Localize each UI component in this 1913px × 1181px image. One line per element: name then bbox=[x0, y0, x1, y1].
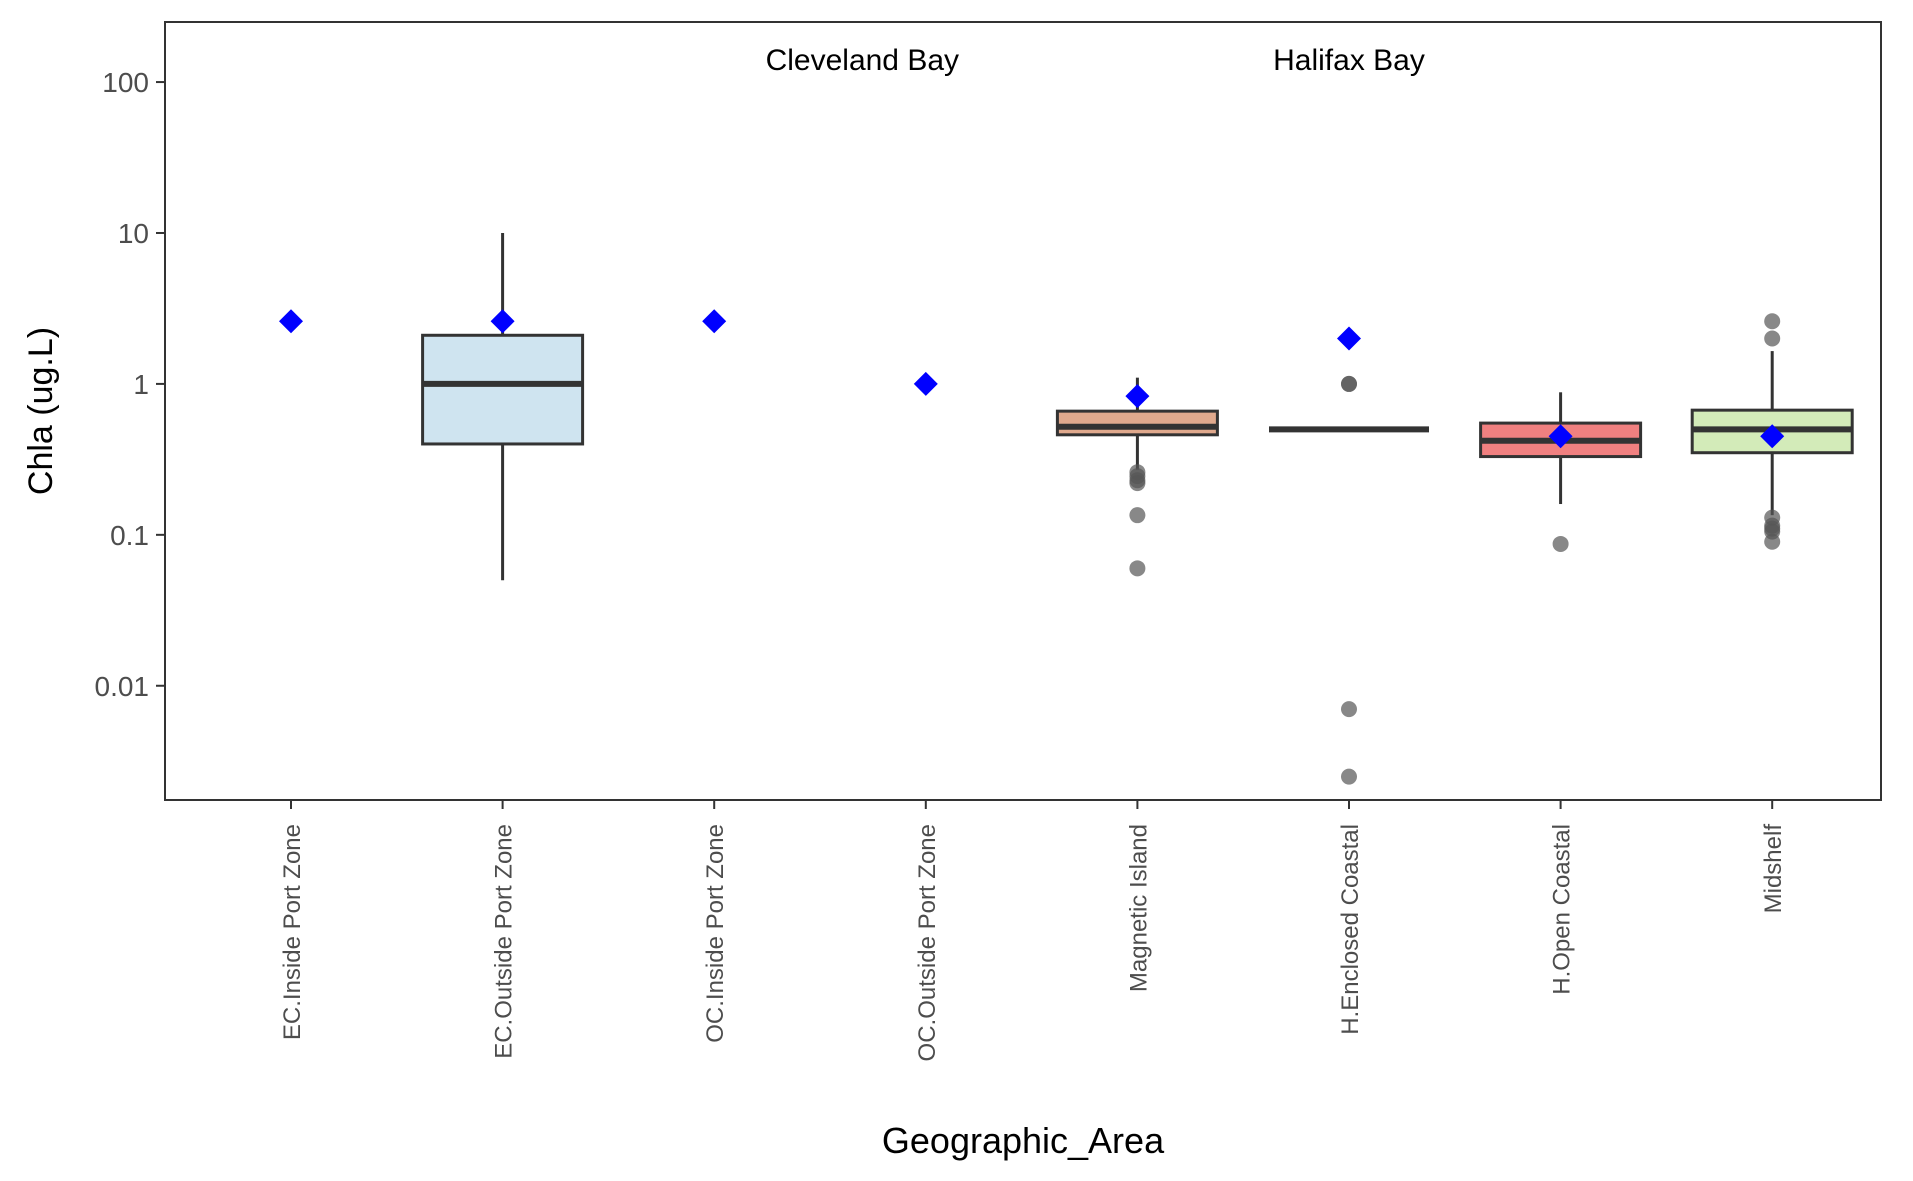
outlier-point bbox=[1129, 475, 1146, 492]
mean-marker bbox=[1125, 384, 1150, 409]
x-tick-label: EC.Inside Port Zone bbox=[279, 824, 306, 1040]
box bbox=[1055, 409, 1219, 437]
y-tick-label: 10 bbox=[118, 218, 149, 249]
mean-marker bbox=[1548, 424, 1573, 449]
box-group bbox=[1479, 392, 1643, 552]
box-group bbox=[913, 371, 938, 396]
x-tick-label: H.Enclosed Coastal bbox=[1337, 824, 1364, 1035]
box-group bbox=[421, 232, 585, 581]
x-tick-label: OC.Outside Port Zone bbox=[914, 824, 941, 1061]
y-tick-label: 1 bbox=[133, 369, 149, 400]
annotation-label: Cleveland Bay bbox=[766, 44, 959, 77]
annotations: Cleveland Bay Halifax Bay bbox=[766, 44, 1425, 77]
x-tick-label: Magnetic Island bbox=[1125, 824, 1152, 992]
outlier-point bbox=[1552, 535, 1569, 552]
box-group bbox=[1269, 326, 1429, 785]
y-axis: 100 10 1 0.1 0.01 bbox=[95, 67, 165, 702]
annotation-label: Halifax Bay bbox=[1273, 44, 1425, 77]
outlier-point bbox=[1341, 701, 1357, 718]
box bbox=[421, 333, 585, 446]
mean-marker bbox=[279, 309, 303, 334]
outlier-point bbox=[1129, 507, 1146, 524]
y-axis-title: Chla (ug.L) bbox=[22, 327, 60, 495]
x-tick-label: OC.Inside Port Zone bbox=[702, 824, 729, 1043]
plot-marks bbox=[279, 232, 1854, 785]
outlier-point bbox=[1764, 313, 1781, 330]
outlier-point bbox=[1764, 533, 1781, 550]
mean-marker bbox=[490, 309, 515, 334]
x-axis-title: Geographic_Area bbox=[882, 1120, 1165, 1161]
y-tick-label: 0.1 bbox=[110, 520, 149, 551]
box-group bbox=[1690, 313, 1854, 550]
mean-marker bbox=[702, 309, 727, 334]
outlier-point bbox=[1764, 330, 1781, 347]
outlier-point bbox=[1341, 768, 1357, 785]
x-tick-label: EC.Outside Port Zone bbox=[491, 824, 518, 1059]
outlier-point bbox=[1341, 375, 1357, 392]
mean-marker bbox=[913, 371, 938, 396]
y-tick-label: 0.01 bbox=[95, 671, 150, 702]
box-group bbox=[702, 309, 727, 334]
y-tick-label: 100 bbox=[102, 67, 149, 98]
mean-marker bbox=[1337, 326, 1361, 351]
x-tick-label: Midshelf bbox=[1760, 824, 1787, 914]
box-group bbox=[1055, 377, 1219, 577]
x-axis: EC.Inside Port Zone EC.Outside Port Zone O… bbox=[279, 800, 1787, 1061]
mean-marker bbox=[1760, 424, 1785, 449]
x-tick-label: H.Open Coastal bbox=[1549, 824, 1576, 995]
outlier-point bbox=[1129, 560, 1146, 577]
box-group bbox=[279, 309, 303, 334]
